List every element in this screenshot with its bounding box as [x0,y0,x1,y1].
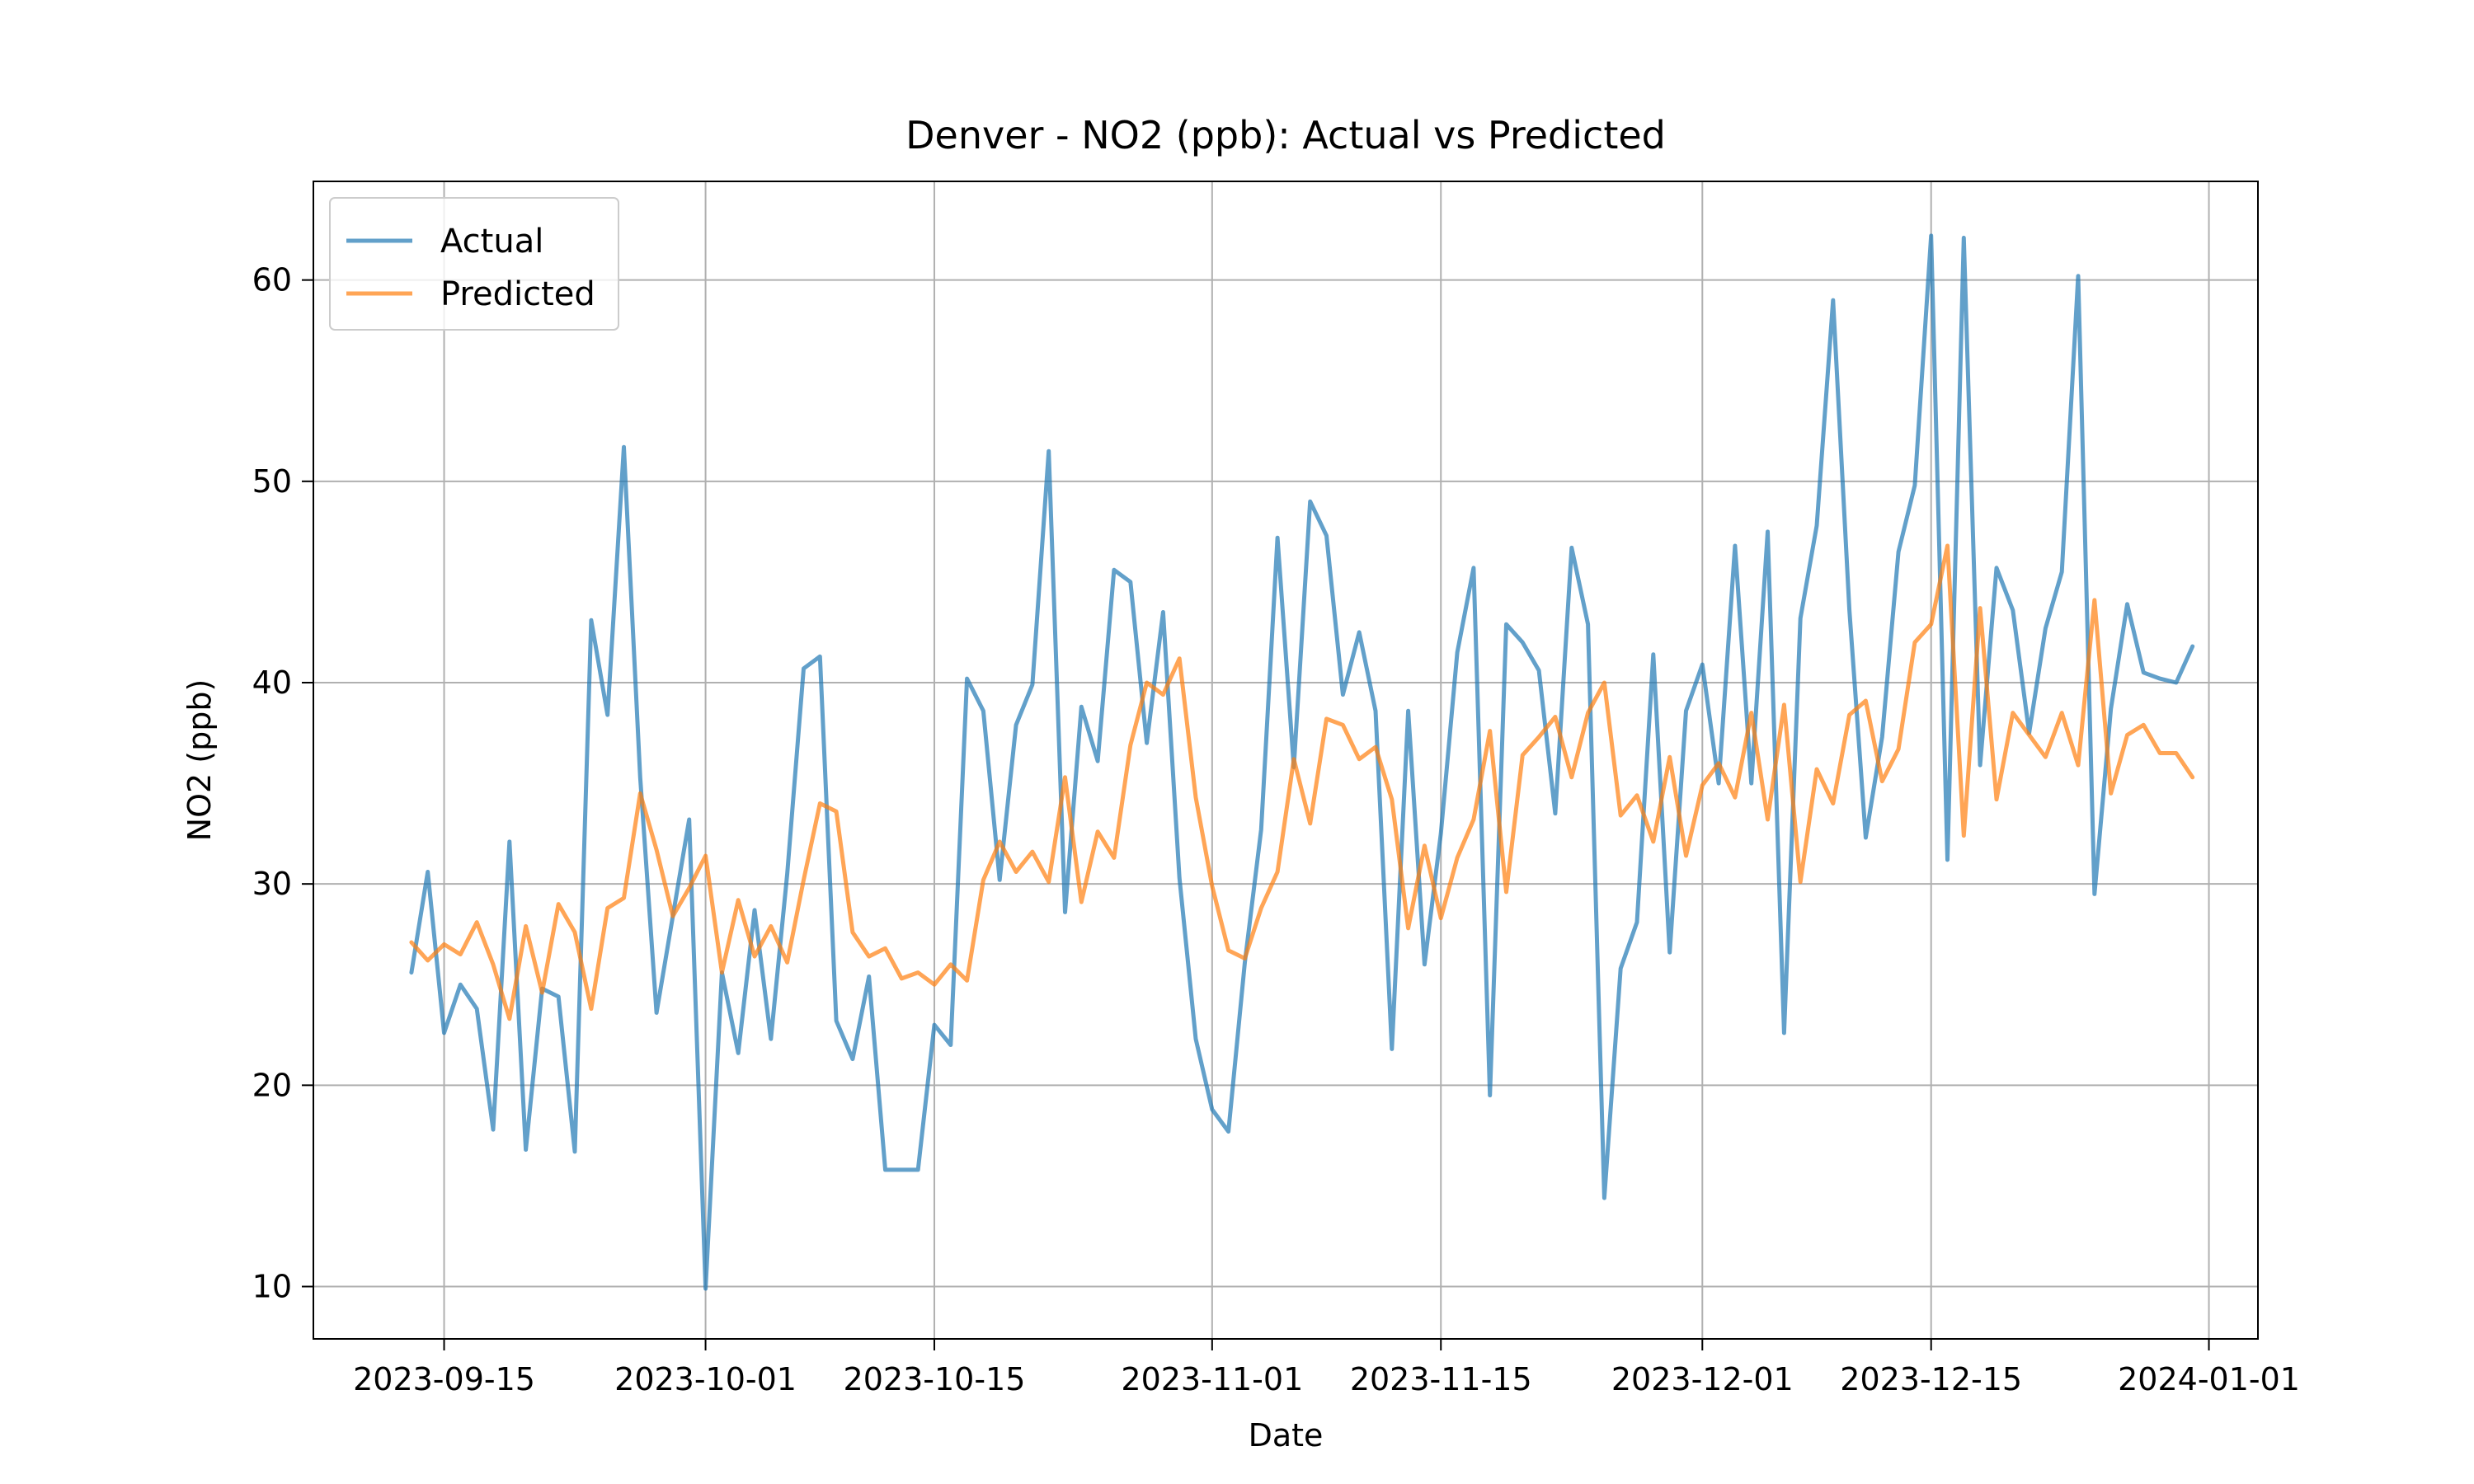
x-tick-label: 2023-09-15 [353,1361,535,1397]
y-tick-label: 10 [252,1269,292,1305]
axis-ticks: 2023-09-15 2023-10-01 2023-10-15 2023-11-01… [252,262,2300,1397]
y-tick-label: 30 [252,866,292,902]
x-tick-label: 2023-12-15 [1840,1361,2022,1397]
chart-title: Denver - NO2 (ppb): Actual vs Predicted [905,113,1666,157]
y-tick-label: 40 [252,665,292,701]
x-tick-label: 2024-01-01 [2118,1361,2300,1397]
x-tick-label: 2023-10-15 [844,1361,1026,1397]
x-tick-label: 2023-10-01 [614,1361,797,1397]
grid [313,181,2258,1339]
series-line-actual [409,233,2195,1291]
y-tick-label: 60 [252,262,292,298]
x-axis-label: Date [1249,1417,1324,1453]
x-tick-label: 2023-12-01 [1611,1361,1794,1397]
legend-label-actual: Actual [440,223,543,261]
series-layer [409,233,2195,1291]
y-axis-label: NO2 (ppb) [181,679,218,842]
y-tick-label: 50 [252,463,292,500]
series-line-predicted [409,543,2195,1021]
x-tick-label: 2023-11-15 [1350,1361,1532,1397]
x-tick-label: 2023-11-01 [1121,1361,1303,1397]
legend-label-predicted: Predicted [440,275,595,313]
y-tick-label: 20 [252,1067,292,1103]
legend: Actual Predicted [329,197,619,331]
plot-area-frame [313,181,2259,1340]
legend-box [329,197,619,331]
